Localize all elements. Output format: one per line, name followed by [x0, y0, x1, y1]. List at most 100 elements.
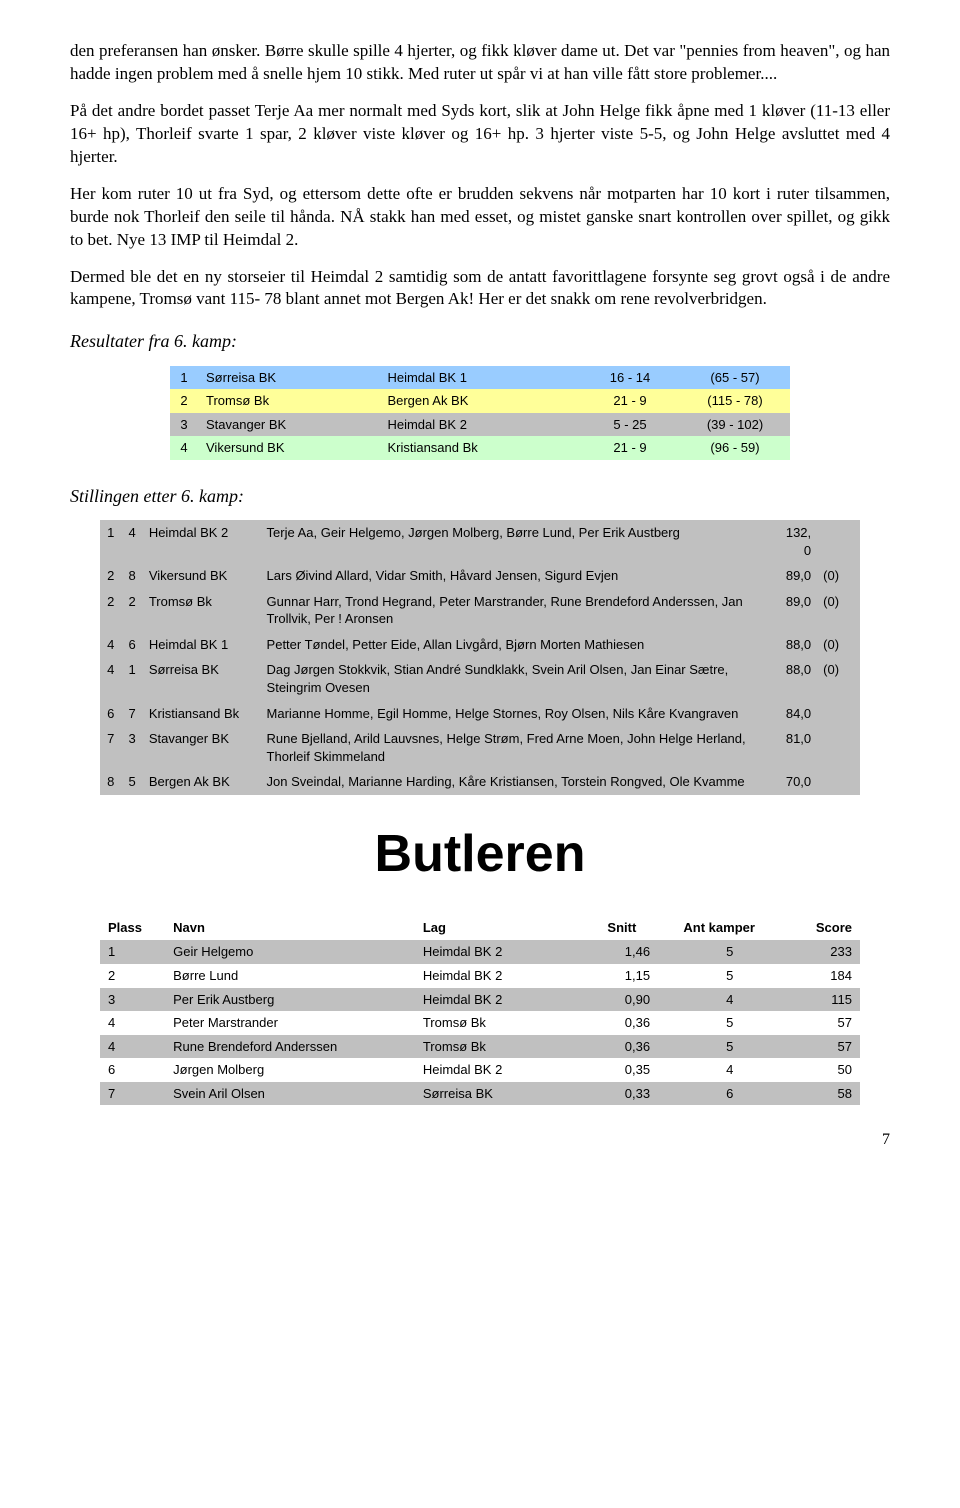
butler-navn: Børre Lund — [165, 964, 415, 988]
col-plass: Plass — [100, 915, 165, 941]
butler-plass: 4 — [100, 1035, 165, 1059]
results-score: 21 - 9 — [580, 436, 680, 460]
results-diff: (65 - 57) — [680, 366, 790, 390]
butler-plass: 6 — [100, 1058, 165, 1082]
standings-team: Kristiansand Bk — [143, 701, 261, 727]
results-team-b: Bergen Ak BK — [379, 389, 580, 413]
butler-navn: Per Erik Austberg — [165, 988, 415, 1012]
butler-row: 1Geir HelgemoHeimdal BK 21,465233 — [100, 940, 860, 964]
results-score: 16 - 14 — [580, 366, 680, 390]
butler-ant: 5 — [675, 964, 784, 988]
para-1: den preferansen han ønsker. Børre skulle… — [70, 40, 890, 86]
results-num: 2 — [170, 389, 198, 413]
butler-row: 7Svein Aril OlsenSørreisa BK0,33658 — [100, 1082, 860, 1106]
butler-row: 6Jørgen MolbergHeimdal BK 20,35450 — [100, 1058, 860, 1082]
butler-lag: Heimdal BK 2 — [415, 940, 600, 964]
standings-players: Terje Aa, Geir Helgemo, Jørgen Molberg, … — [261, 520, 764, 563]
results-row: 3Stavanger BKHeimdal BK 25 - 25(39 - 102… — [170, 413, 790, 437]
standings-players: Dag Jørgen Stokkvik, Stian André Sundkla… — [261, 657, 764, 700]
col-snitt: Snitt — [599, 915, 675, 941]
standings-points: 88,0 — [764, 632, 818, 658]
standings-table: 14Heimdal BK 2Terje Aa, Geir Helgemo, Jø… — [100, 520, 860, 795]
standings-extra: (0) — [817, 632, 860, 658]
butler-snitt: 0,36 — [599, 1035, 675, 1059]
standings-rank: 6 — [100, 701, 121, 727]
results-heading: Resultater fra 6. kamp: — [70, 329, 890, 353]
standings-prev: 3 — [121, 726, 142, 769]
standings-rank: 8 — [100, 769, 121, 795]
standings-extra — [817, 726, 860, 769]
butler-navn: Geir Helgemo — [165, 940, 415, 964]
butler-snitt: 1,46 — [599, 940, 675, 964]
standings-rank: 1 — [100, 520, 121, 563]
col-score: Score — [784, 915, 860, 941]
butler-lag: Sørreisa BK — [415, 1082, 600, 1106]
standings-players: Jon Sveindal, Marianne Harding, Kåre Kri… — [261, 769, 764, 795]
standings-team: Stavanger BK — [143, 726, 261, 769]
standings-prev: 2 — [121, 589, 142, 632]
butler-plass: 3 — [100, 988, 165, 1012]
standings-players: Marianne Homme, Egil Homme, Helge Storne… — [261, 701, 764, 727]
standings-team: Heimdal BK 1 — [143, 632, 261, 658]
results-row: 1Sørreisa BKHeimdal BK 116 - 14(65 - 57) — [170, 366, 790, 390]
results-row: 4Vikersund BKKristiansand Bk21 - 9(96 - … — [170, 436, 790, 460]
standings-row: 85Bergen Ak BKJon Sveindal, Marianne Har… — [100, 769, 860, 795]
butler-snitt: 0,36 — [599, 1011, 675, 1035]
butler-lag: Heimdal BK 2 — [415, 1058, 600, 1082]
butler-score: 233 — [784, 940, 860, 964]
butler-plass: 1 — [100, 940, 165, 964]
butler-row: 4Peter MarstranderTromsø Bk0,36557 — [100, 1011, 860, 1035]
standings-row: 41Sørreisa BKDag Jørgen Stokkvik, Stian … — [100, 657, 860, 700]
page-number: 7 — [70, 1129, 890, 1151]
butler-score: 50 — [784, 1058, 860, 1082]
standings-rank: 7 — [100, 726, 121, 769]
standings-points: 84,0 — [764, 701, 818, 727]
standings-row: 67Kristiansand BkMarianne Homme, Egil Ho… — [100, 701, 860, 727]
standings-heading: Stillingen etter 6. kamp: — [70, 484, 890, 508]
results-diff: (96 - 59) — [680, 436, 790, 460]
results-team-b: Kristiansand Bk — [379, 436, 580, 460]
results-team-b: Heimdal BK 2 — [379, 413, 580, 437]
para-3: Her kom ruter 10 ut fra Syd, og ettersom… — [70, 183, 890, 252]
butler-title: Butleren — [70, 819, 890, 889]
standings-extra: (0) — [817, 589, 860, 632]
standings-points: 81,0 — [764, 726, 818, 769]
butler-score: 115 — [784, 988, 860, 1012]
col-navn: Navn — [165, 915, 415, 941]
butler-row: 4Rune Brendeford AnderssenTromsø Bk0,365… — [100, 1035, 860, 1059]
butler-row: 2Børre LundHeimdal BK 21,155184 — [100, 964, 860, 988]
standings-points: 89,0 — [764, 563, 818, 589]
col-lag: Lag — [415, 915, 600, 941]
results-diff: (39 - 102) — [680, 413, 790, 437]
standings-points: 89,0 — [764, 589, 818, 632]
butler-lag: Heimdal BK 2 — [415, 964, 600, 988]
butler-score: 57 — [784, 1035, 860, 1059]
butler-score: 57 — [784, 1011, 860, 1035]
butler-ant: 5 — [675, 1035, 784, 1059]
standings-team: Bergen Ak BK — [143, 769, 261, 795]
standings-players: Gunnar Harr, Trond Hegrand, Peter Marstr… — [261, 589, 764, 632]
butler-ant: 6 — [675, 1082, 784, 1106]
standings-row: 46Heimdal BK 1Petter Tøndel, Petter Eide… — [100, 632, 860, 658]
butler-snitt: 0,33 — [599, 1082, 675, 1106]
results-table: 1Sørreisa BKHeimdal BK 116 - 14(65 - 57)… — [170, 366, 790, 460]
results-diff: (115 - 78) — [680, 389, 790, 413]
col-ant: Ant kamper — [675, 915, 784, 941]
standings-team: Sørreisa BK — [143, 657, 261, 700]
standings-team: Vikersund BK — [143, 563, 261, 589]
results-team-a: Tromsø Bk — [198, 389, 379, 413]
results-team-a: Sørreisa BK — [198, 366, 379, 390]
standings-players: Lars Øivind Allard, Vidar Smith, Håvard … — [261, 563, 764, 589]
results-score: 5 - 25 — [580, 413, 680, 437]
butler-ant: 4 — [675, 988, 784, 1012]
para-4: Dermed ble det en ny storseier til Heimd… — [70, 266, 890, 312]
standings-points: 132,0 — [764, 520, 818, 563]
standings-prev: 8 — [121, 563, 142, 589]
butler-navn: Peter Marstrander — [165, 1011, 415, 1035]
butler-lag: Tromsø Bk — [415, 1035, 600, 1059]
standings-players: Rune Bjelland, Arild Lauvsnes, Helge Str… — [261, 726, 764, 769]
butler-ant: 5 — [675, 1011, 784, 1035]
standings-prev: 6 — [121, 632, 142, 658]
butler-plass: 2 — [100, 964, 165, 988]
butler-header-row: Plass Navn Lag Snitt Ant kamper Score — [100, 915, 860, 941]
